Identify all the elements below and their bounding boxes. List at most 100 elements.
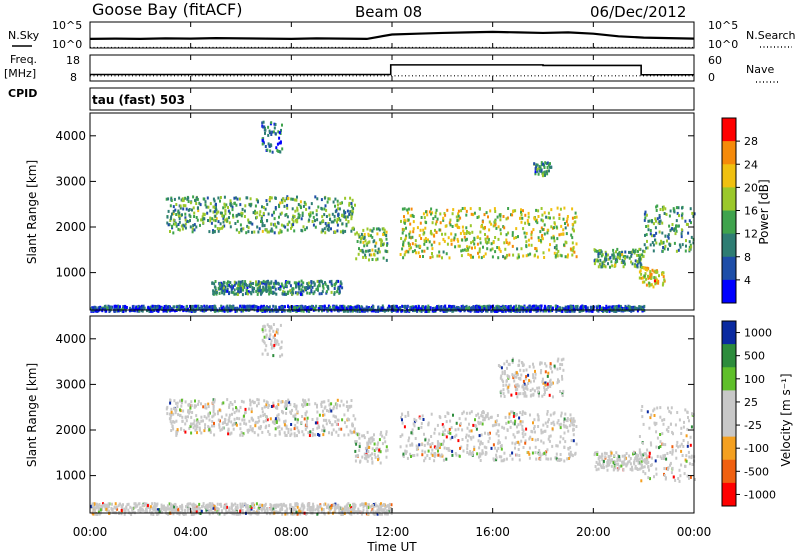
range-cell bbox=[302, 281, 305, 285]
range-cell bbox=[429, 231, 432, 235]
range-cell bbox=[168, 412, 171, 416]
range-cell bbox=[376, 257, 379, 261]
range-cell bbox=[246, 504, 249, 508]
range-cell bbox=[228, 211, 231, 215]
range-cell bbox=[505, 241, 508, 244]
range-cell bbox=[317, 509, 320, 513]
range-cell bbox=[316, 512, 319, 516]
range-cell bbox=[518, 304, 520, 308]
range-cell bbox=[291, 305, 294, 309]
range-cell bbox=[253, 400, 256, 404]
range-cell bbox=[315, 213, 318, 217]
range-cell bbox=[181, 213, 183, 217]
range-cell bbox=[334, 420, 337, 424]
range-cell bbox=[423, 239, 426, 243]
range-cell bbox=[369, 441, 372, 445]
range-cell bbox=[226, 398, 229, 402]
range-cell bbox=[311, 285, 314, 289]
range-cell bbox=[204, 203, 207, 207]
range-cell bbox=[556, 306, 559, 309]
range-cell bbox=[327, 197, 330, 201]
range-cell bbox=[270, 326, 273, 330]
range-cell bbox=[209, 216, 212, 220]
range-cell bbox=[442, 237, 445, 241]
range-cell bbox=[226, 505, 228, 509]
range-cell bbox=[652, 285, 655, 289]
range-cell bbox=[257, 282, 260, 286]
range-cell bbox=[525, 244, 528, 248]
range-cell bbox=[322, 409, 324, 413]
range-cell bbox=[200, 218, 203, 222]
range-cell bbox=[264, 348, 267, 352]
freq-tick-low: 8 bbox=[70, 71, 77, 84]
range-cell bbox=[452, 309, 455, 313]
range-cell bbox=[409, 305, 412, 309]
range-cell bbox=[257, 398, 260, 402]
range-cell bbox=[162, 306, 165, 310]
range-cell bbox=[269, 417, 272, 421]
range-cell bbox=[546, 161, 549, 165]
colorbar-segment bbox=[722, 279, 736, 304]
range-cell bbox=[194, 428, 197, 432]
range-cell bbox=[395, 304, 398, 308]
range-cell bbox=[230, 505, 233, 509]
range-cell bbox=[327, 307, 330, 311]
range-cell bbox=[343, 509, 346, 513]
range-cell bbox=[310, 280, 313, 284]
range-cell bbox=[208, 512, 211, 516]
range-cell bbox=[179, 399, 181, 403]
range-cell bbox=[538, 165, 541, 169]
range-cell bbox=[549, 165, 551, 169]
range-cell bbox=[619, 304, 622, 308]
range-cell bbox=[486, 247, 489, 251]
range-cell bbox=[436, 217, 439, 221]
range-cell bbox=[221, 291, 224, 295]
range-cell bbox=[230, 286, 233, 290]
range-cell bbox=[328, 419, 331, 423]
range-cell bbox=[257, 426, 260, 430]
range-cell bbox=[212, 414, 215, 418]
range-cell bbox=[214, 214, 217, 218]
range-cell bbox=[300, 228, 303, 232]
range-cell bbox=[539, 239, 542, 242]
range-cell bbox=[219, 199, 221, 203]
range-cell bbox=[639, 257, 642, 261]
range-cell bbox=[242, 309, 245, 313]
range-cell bbox=[289, 403, 292, 407]
range-cell bbox=[419, 255, 421, 258]
range-cell bbox=[167, 512, 170, 516]
range-cell bbox=[660, 239, 663, 243]
range-cell bbox=[228, 416, 231, 420]
range-cell bbox=[284, 504, 287, 508]
range-cell bbox=[96, 513, 99, 516]
range-cell bbox=[348, 203, 351, 207]
range-cell bbox=[423, 249, 426, 253]
range-cell bbox=[377, 306, 380, 310]
range-cell bbox=[196, 505, 199, 509]
range-cell bbox=[189, 502, 192, 506]
range-cell bbox=[187, 208, 190, 212]
nave-label: Nave bbox=[746, 63, 774, 76]
range-cell bbox=[203, 212, 206, 216]
range-cell bbox=[414, 307, 417, 311]
range-cell bbox=[655, 209, 658, 212]
range-cell bbox=[528, 222, 531, 226]
range-cell bbox=[359, 249, 362, 253]
range-cell bbox=[160, 508, 163, 512]
range-cell bbox=[470, 212, 473, 216]
range-cell bbox=[351, 309, 354, 313]
range-cell bbox=[215, 292, 218, 296]
range-cell bbox=[249, 505, 252, 508]
range-cell bbox=[465, 249, 468, 252]
range-cell bbox=[632, 309, 635, 313]
range-cell bbox=[173, 222, 176, 226]
range-cell bbox=[245, 422, 248, 426]
range-cell bbox=[641, 253, 644, 257]
range-cell bbox=[362, 250, 365, 254]
range-cell bbox=[136, 504, 139, 508]
range-cell bbox=[221, 402, 224, 406]
range-cell bbox=[662, 275, 665, 279]
range-cell bbox=[283, 204, 286, 208]
range-cell bbox=[265, 512, 268, 516]
